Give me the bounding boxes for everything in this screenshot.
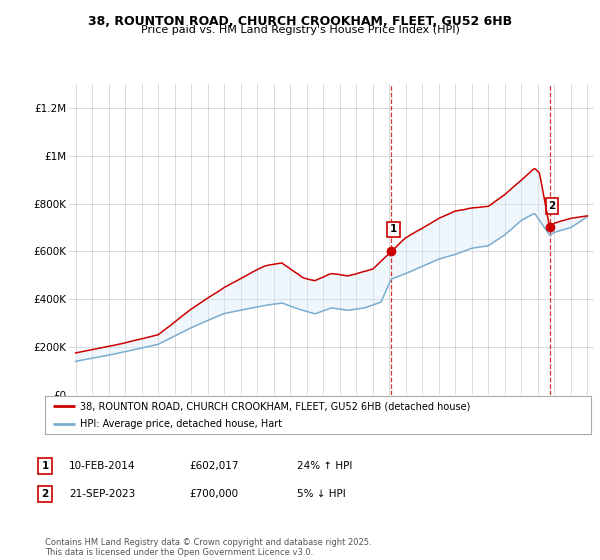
Text: 10-FEB-2014: 10-FEB-2014: [69, 461, 136, 471]
Text: 38, ROUNTON ROAD, CHURCH CROOKHAM, FLEET, GU52 6HB (detached house): 38, ROUNTON ROAD, CHURCH CROOKHAM, FLEET…: [80, 401, 471, 411]
Text: 38, ROUNTON ROAD, CHURCH CROOKHAM, FLEET, GU52 6HB: 38, ROUNTON ROAD, CHURCH CROOKHAM, FLEET…: [88, 15, 512, 27]
Text: 5% ↓ HPI: 5% ↓ HPI: [297, 489, 346, 499]
Text: 1: 1: [390, 225, 397, 234]
Text: Contains HM Land Registry data © Crown copyright and database right 2025.
This d: Contains HM Land Registry data © Crown c…: [45, 538, 371, 557]
Text: Price paid vs. HM Land Registry's House Price Index (HPI): Price paid vs. HM Land Registry's House …: [140, 25, 460, 35]
Text: £700,000: £700,000: [189, 489, 238, 499]
Text: 2: 2: [41, 489, 49, 499]
Text: 21-SEP-2023: 21-SEP-2023: [69, 489, 135, 499]
Text: 2: 2: [548, 201, 556, 211]
Text: 1: 1: [41, 461, 49, 471]
Text: £602,017: £602,017: [189, 461, 239, 471]
Text: HPI: Average price, detached house, Hart: HPI: Average price, detached house, Hart: [80, 419, 283, 430]
Text: 24% ↑ HPI: 24% ↑ HPI: [297, 461, 352, 471]
